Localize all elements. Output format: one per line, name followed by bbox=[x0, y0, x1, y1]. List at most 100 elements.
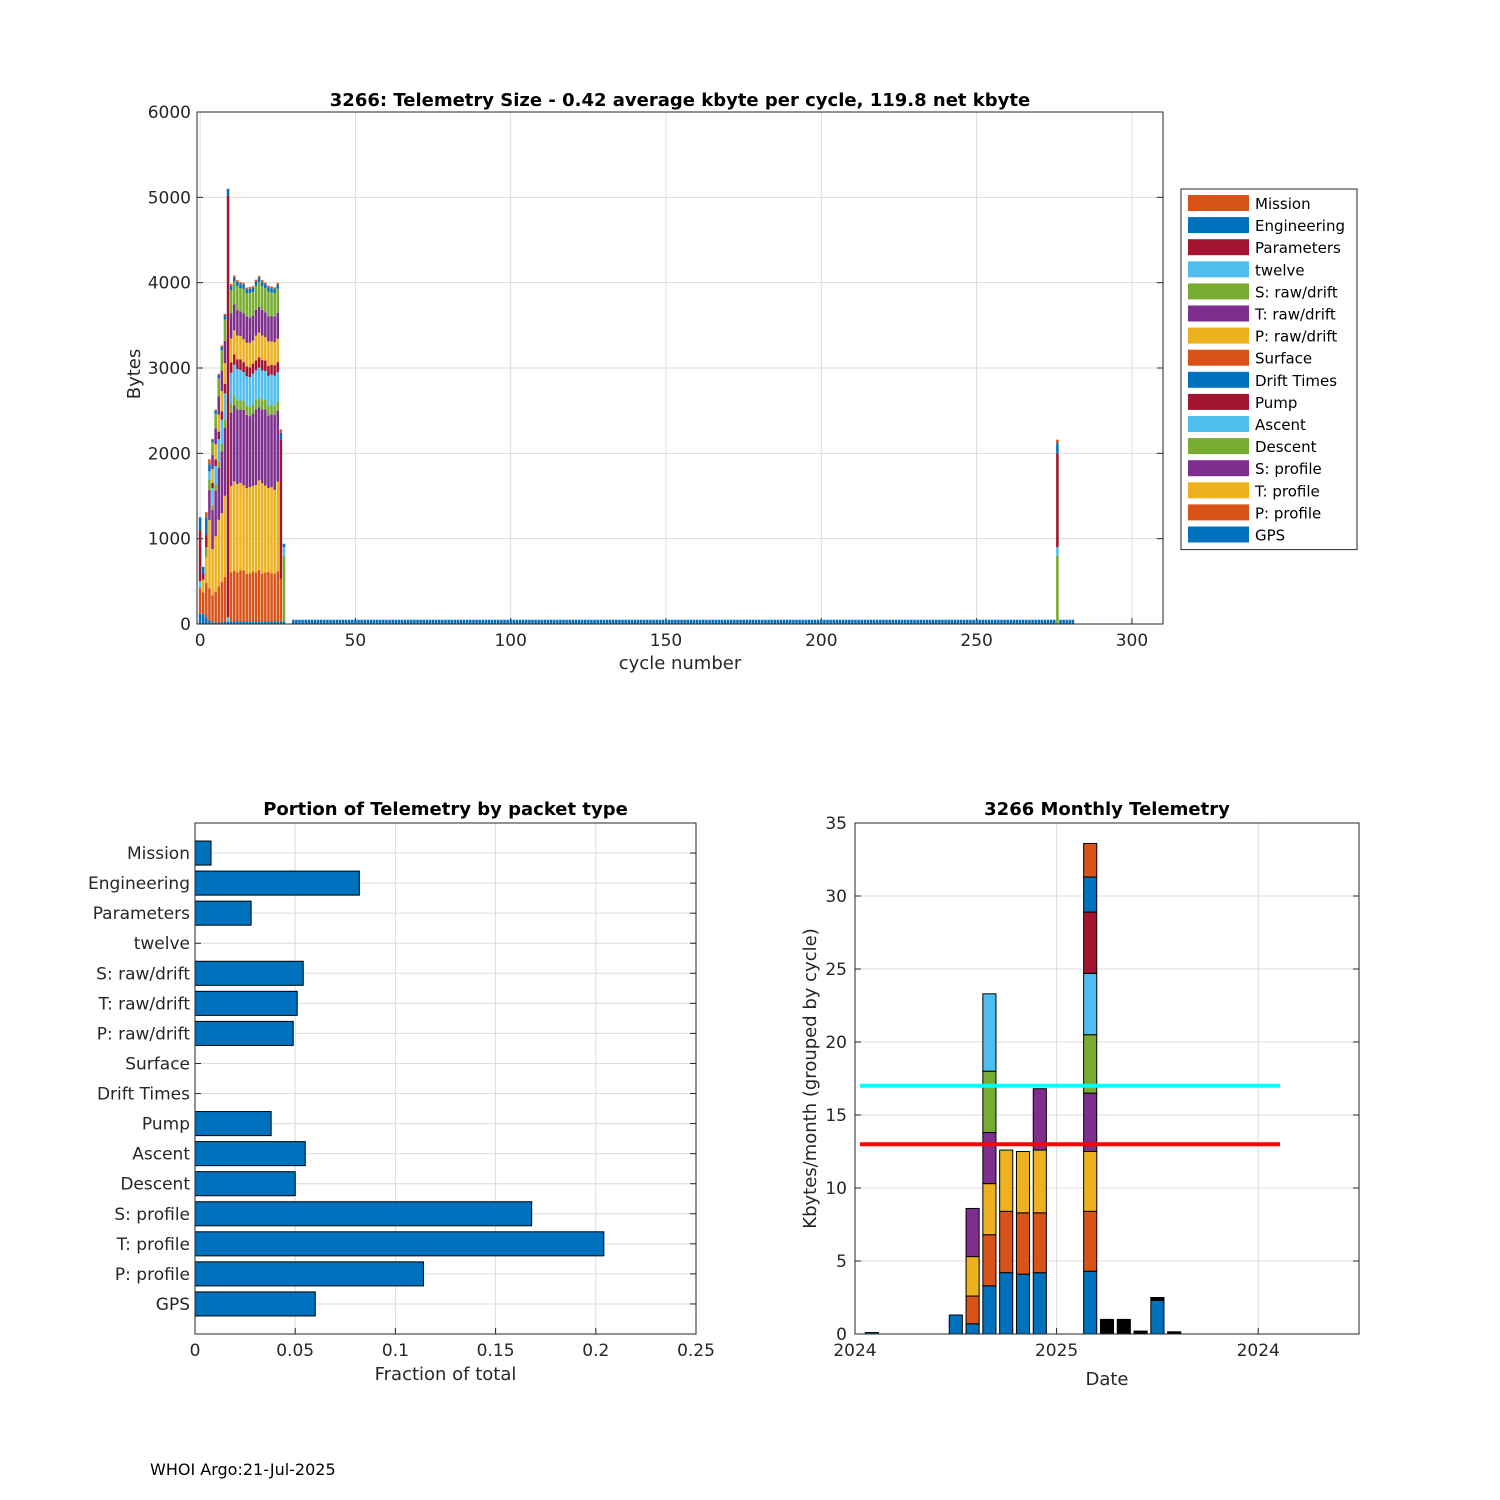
bar-segment bbox=[223, 313, 227, 316]
bar-segment bbox=[214, 536, 217, 593]
bar-segment bbox=[1037, 619, 1041, 624]
bar-segment bbox=[385, 619, 388, 624]
bar-segment bbox=[273, 375, 276, 406]
bar-segment bbox=[882, 619, 885, 624]
cycle-bar bbox=[726, 619, 730, 624]
bar-segment bbox=[764, 619, 767, 624]
cycle-bar bbox=[596, 619, 599, 624]
bar-segment bbox=[260, 573, 264, 622]
bar-segment bbox=[729, 619, 733, 624]
bar-segment bbox=[422, 619, 426, 624]
bar-segment bbox=[1015, 1273, 1031, 1335]
bar-segment bbox=[229, 412, 233, 486]
bar-segment bbox=[354, 619, 357, 624]
bar-segment bbox=[928, 619, 932, 624]
cycle-bar bbox=[720, 619, 724, 624]
cycle-bar bbox=[615, 619, 618, 624]
bar-segment bbox=[1083, 911, 1098, 974]
cycle-bar bbox=[599, 619, 603, 624]
cycle-bar bbox=[462, 619, 466, 624]
bar-segment bbox=[639, 619, 643, 624]
cycle-bar bbox=[239, 282, 242, 624]
bar-segment bbox=[232, 277, 236, 282]
bar-segment bbox=[242, 570, 245, 622]
legend: Mission Engineering Parameters twelve S: raw… bbox=[1180, 188, 1358, 551]
bar-segment bbox=[211, 442, 214, 456]
bar-segment bbox=[251, 485, 255, 572]
bar-segment bbox=[248, 288, 252, 293]
x-tick-label: 300 bbox=[1116, 631, 1148, 651]
cycle-bar bbox=[1059, 619, 1062, 624]
bar-segment bbox=[276, 362, 280, 373]
bar-segment bbox=[267, 291, 270, 317]
bar-segment bbox=[267, 365, 270, 376]
cycle-bar bbox=[580, 619, 584, 624]
bar-segment bbox=[254, 485, 258, 573]
cycle-bar bbox=[689, 619, 693, 624]
bar-segment bbox=[1071, 619, 1075, 624]
bar-segment bbox=[1032, 1212, 1047, 1274]
bar-segment bbox=[232, 570, 236, 622]
bar-segment bbox=[999, 1149, 1014, 1212]
bar-segment bbox=[276, 411, 280, 482]
cycle-bar bbox=[764, 619, 767, 624]
fraction-bar bbox=[194, 900, 252, 926]
cycle-bar bbox=[947, 619, 950, 624]
bar-segment bbox=[552, 619, 556, 624]
bar-segment bbox=[201, 613, 205, 624]
cycle-bar bbox=[366, 619, 370, 624]
cycle-bar bbox=[568, 619, 572, 624]
bar-segment bbox=[770, 619, 773, 624]
month-bar bbox=[1032, 1088, 1047, 1335]
bar-segment bbox=[214, 484, 217, 491]
bar-segment bbox=[500, 619, 503, 624]
bar-segment bbox=[1150, 1299, 1165, 1335]
bar-segment bbox=[282, 543, 286, 548]
category-label: GPS bbox=[156, 1295, 190, 1315]
bar-segment bbox=[236, 484, 239, 573]
bar-segment bbox=[897, 619, 901, 624]
bar-segment bbox=[214, 622, 217, 624]
cycle-bar bbox=[441, 619, 444, 624]
bar-segment bbox=[611, 619, 615, 624]
x-tick-label: 0.2 bbox=[582, 1341, 609, 1361]
cycle-bar bbox=[742, 619, 745, 624]
legend-label: twelve bbox=[1255, 261, 1305, 279]
cycle-bar bbox=[487, 619, 491, 624]
cycle-bar bbox=[1040, 619, 1044, 624]
cycle-bar bbox=[425, 619, 429, 624]
cycle-bar bbox=[201, 566, 205, 624]
cycle-bar bbox=[776, 619, 780, 624]
fraction-bar bbox=[194, 1231, 605, 1257]
cycle-bar bbox=[944, 619, 947, 624]
cycle-bar bbox=[248, 287, 252, 624]
bar-segment bbox=[214, 413, 217, 429]
bar-segment bbox=[577, 619, 581, 624]
bar-segment bbox=[997, 619, 1000, 624]
bar-segment bbox=[1059, 619, 1062, 624]
bar-segment bbox=[981, 619, 985, 624]
bar-segment bbox=[559, 619, 562, 624]
bar-segment bbox=[217, 431, 221, 440]
y-tick-label: 1000 bbox=[148, 530, 191, 550]
bar-segment bbox=[848, 619, 851, 624]
cycle-bar bbox=[316, 619, 320, 624]
bar-segment bbox=[739, 619, 742, 624]
bar-segment bbox=[239, 288, 242, 312]
bar-segment bbox=[273, 365, 276, 376]
bar-segment bbox=[720, 619, 724, 624]
cycle-bar bbox=[500, 619, 503, 624]
bar-segment bbox=[677, 619, 680, 624]
bar-segment bbox=[307, 619, 311, 624]
bar-segment bbox=[239, 482, 242, 571]
cycle-bar bbox=[872, 619, 876, 624]
cycle-bar bbox=[736, 619, 739, 624]
bar-segment bbox=[652, 619, 655, 624]
bar-segment bbox=[248, 317, 252, 343]
cycle-bar bbox=[1031, 619, 1034, 624]
bar-segment bbox=[670, 619, 674, 624]
x-tick-label: 0 bbox=[190, 1341, 201, 1361]
bar-segment bbox=[369, 619, 373, 624]
bar-segment bbox=[543, 619, 547, 624]
fraction-bar bbox=[194, 1020, 294, 1046]
